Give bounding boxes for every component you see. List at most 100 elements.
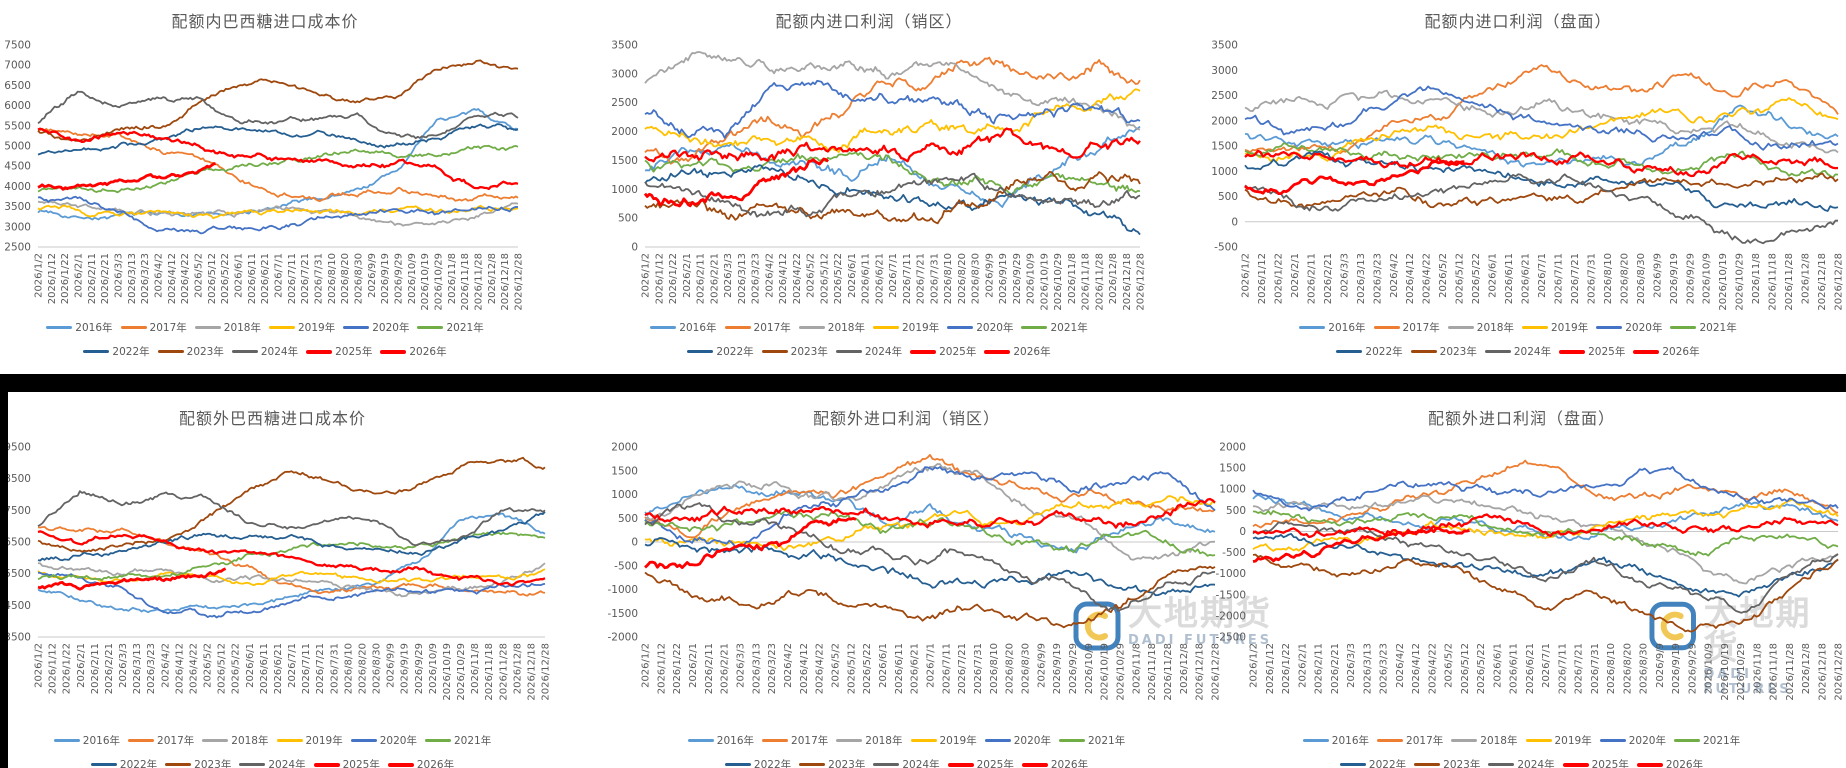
- series-line-2021年: [1252, 509, 1839, 557]
- x-axis-label: 2026/3/3: [1346, 643, 1357, 688]
- x-axis-label: 2026/4/2: [764, 253, 775, 298]
- x-axis-label: 2026/8/20: [957, 253, 968, 304]
- x-axis-label: 2026/2/1: [74, 253, 85, 298]
- x-axis-label: 2026/3/3: [1339, 253, 1350, 298]
- legend-swatch-icon: [1410, 350, 1437, 353]
- series-line-2026年: [37, 161, 217, 191]
- x-axis-label: 2026/8/10: [1606, 643, 1617, 694]
- y-axis-label: 0: [631, 537, 638, 549]
- x-axis-label: 2026/7/31: [329, 643, 340, 694]
- legend-swatch-icon: [1451, 739, 1478, 742]
- x-axis-label: 2026/5/22: [1471, 253, 1482, 304]
- series-line-2025年: [1244, 149, 1839, 178]
- x-axis-label: 2026/10/9: [1026, 253, 1037, 304]
- legend-swatch-icon: [687, 350, 714, 353]
- x-axis-label: 2026/8/30: [1021, 643, 1032, 694]
- x-axis-label: 2026/3/23: [146, 643, 157, 694]
- legend-swatch-icon: [1522, 326, 1548, 329]
- series-line-2018年: [37, 200, 519, 227]
- x-axis-label: 2026/3/23: [1372, 253, 1383, 304]
- series-line-2017年: [644, 453, 1216, 539]
- x-axis-label: 2026/8/20: [1622, 643, 1633, 694]
- x-axis-label: 2026/9/19: [998, 253, 1009, 304]
- series-line-2023年: [37, 456, 546, 553]
- x-axis-label: 2026/11/28: [498, 643, 509, 701]
- x-axis-label: 2026/9/29: [394, 253, 405, 304]
- legend-item-2023年: 2023年: [761, 344, 828, 359]
- series-line-2021年: [1244, 142, 1839, 179]
- series-line-2017年: [1252, 459, 1839, 529]
- legend-label: 2025年: [335, 346, 373, 358]
- x-axis-label: 2026/7/31: [973, 643, 984, 694]
- legend-label: 2024年: [864, 346, 903, 358]
- legend-swatch-icon: [306, 349, 333, 354]
- series-line-2019年: [644, 88, 1141, 154]
- series-line-2019年: [1252, 498, 1839, 552]
- legend-swatch-icon: [1414, 763, 1441, 766]
- series-line-2022年: [37, 123, 519, 156]
- chart-legend: 2016年 2017年 2018年 2019年 2020年 2021年 2022年 2023年…: [1198, 320, 1838, 359]
- x-axis-label: 2026/4/22: [1427, 643, 1438, 694]
- x-axis-label: 2026/11/28: [474, 253, 485, 311]
- legend-item-2022年: 2022年: [1339, 757, 1406, 768]
- legend-label: 2021年: [453, 735, 492, 747]
- y-axis-label: 3500: [4, 632, 31, 644]
- legend-item-2017年: 2017年: [724, 320, 791, 335]
- x-axis-label: 2026/3/23: [767, 643, 778, 694]
- legend-item-2019年: 2019年: [873, 320, 939, 335]
- x-axis-label: 2026/1/12: [654, 253, 665, 304]
- x-axis-label: 2026/3/23: [1379, 643, 1390, 694]
- legend-item-2023年: 2023年: [1414, 757, 1480, 768]
- legend-swatch-icon: [687, 739, 714, 742]
- x-axis-label: 2026/5/2: [194, 253, 205, 298]
- legend-swatch-icon: [83, 350, 110, 353]
- x-axis-label: 2026/4/12: [799, 643, 810, 694]
- x-axis-label: 2026/8/20: [1619, 253, 1630, 304]
- x-axis-label: 2026/10/19: [442, 643, 453, 701]
- legend-label: 2017年: [157, 735, 195, 747]
- y-axis-label: 1500: [611, 465, 638, 477]
- legend-label: 2025年: [939, 346, 977, 358]
- y-axis-label: 2000: [611, 126, 638, 138]
- y-axis-label: 500: [618, 213, 638, 225]
- legend-swatch-icon: [239, 763, 266, 766]
- x-axis-label: 2026/12/18: [526, 643, 537, 701]
- x-axis-label: 2026/3/3: [118, 643, 129, 688]
- series-line-2018年: [1252, 494, 1839, 585]
- x-axis-label: 2026/2/1: [1297, 643, 1308, 688]
- series-line-2019年: [644, 495, 1216, 552]
- x-axis-label: 2026/10/29: [1735, 253, 1746, 311]
- y-axis-label: 4000: [4, 181, 31, 193]
- series-line-2021年: [37, 531, 546, 581]
- legend-swatch-icon: [1596, 326, 1623, 329]
- x-axis-label: 2026/1/12: [1257, 253, 1268, 304]
- legend-label: 2020年: [1625, 322, 1663, 334]
- legend-label: 2025年: [342, 759, 380, 768]
- x-axis-label: 2026/11/18: [460, 253, 471, 311]
- legend-swatch-icon: [873, 326, 899, 329]
- legend-item-2020年: 2020年: [350, 733, 417, 748]
- chart-title-inquota-profit-spot: 配额内进口利润（销区）: [775, 12, 963, 31]
- legend-swatch-icon: [799, 763, 826, 766]
- x-axis-label: 2026/6/1: [234, 253, 245, 298]
- legend-label: 2022年: [1365, 346, 1403, 358]
- x-axis-label: 2026/12/8: [1801, 253, 1812, 304]
- x-axis-label: 2026/3/13: [737, 253, 748, 304]
- series-line-2025年: [644, 497, 1216, 529]
- y-axis-label: 1500: [611, 155, 638, 167]
- legend-item-2019年: 2019年: [1522, 320, 1588, 335]
- legend-item-2026年: 2026年: [387, 757, 454, 768]
- watermark-cn-text: 大地期货: [1128, 594, 1272, 634]
- legend-swatch-icon: [1599, 739, 1626, 742]
- y-axis-label: -500: [1214, 242, 1238, 254]
- legend-item-2019年: 2019年: [269, 320, 335, 335]
- x-axis-label: 2026/10/9: [1702, 253, 1713, 304]
- legend-swatch-icon: [1021, 762, 1048, 767]
- x-axis-label: 2026/4/12: [167, 253, 178, 304]
- x-axis-label: 2026/4/22: [1422, 253, 1433, 304]
- x-axis-label: 2026/7/21: [1574, 643, 1585, 694]
- x-axis-label: 2026/7/1: [888, 253, 899, 298]
- x-axis-label: 2026/10/29: [434, 253, 445, 311]
- legend-row: 2016年 2017年 2018年 2019年 2020年 2021年: [1299, 733, 1744, 748]
